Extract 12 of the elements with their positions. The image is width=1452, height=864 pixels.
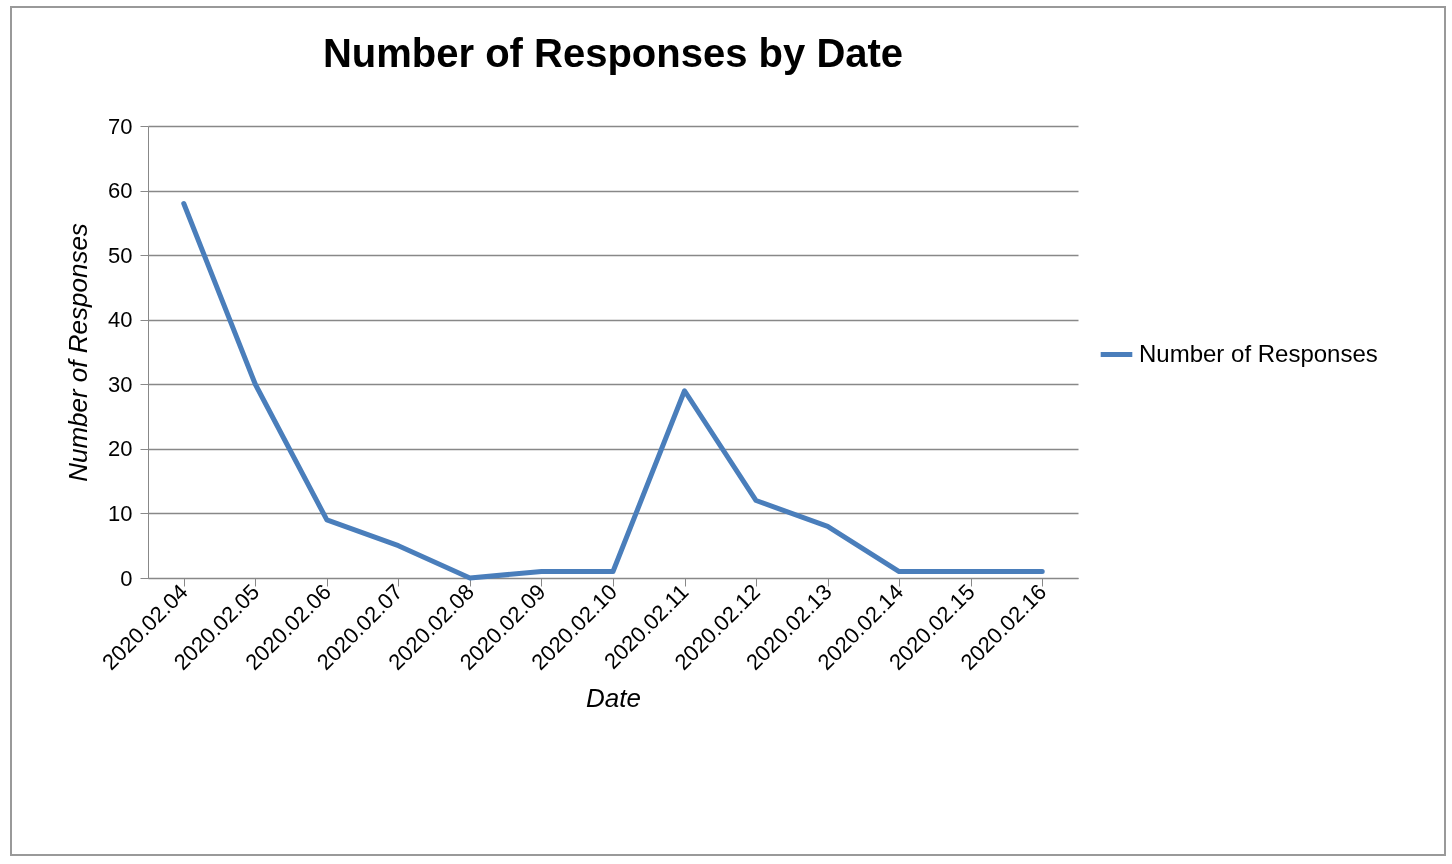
x-axis-title: Date [586, 683, 641, 714]
chart-title: Number of Responses by Date [322, 31, 904, 75]
y-tick-label: 30 [108, 371, 133, 397]
legend-label: Number of Responses [1139, 339, 1378, 367]
y-tick-label: 50 [108, 242, 133, 268]
y-tick-label: 20 [108, 436, 133, 462]
y-tick-label: 0 [120, 565, 133, 591]
y-tick-label: 40 [108, 307, 133, 333]
y-tick-label: 10 [108, 500, 133, 526]
y-tick-label: 60 [108, 178, 133, 204]
y-axis-title: Number of Responses [63, 223, 94, 482]
y-tick-label: 70 [108, 113, 133, 139]
